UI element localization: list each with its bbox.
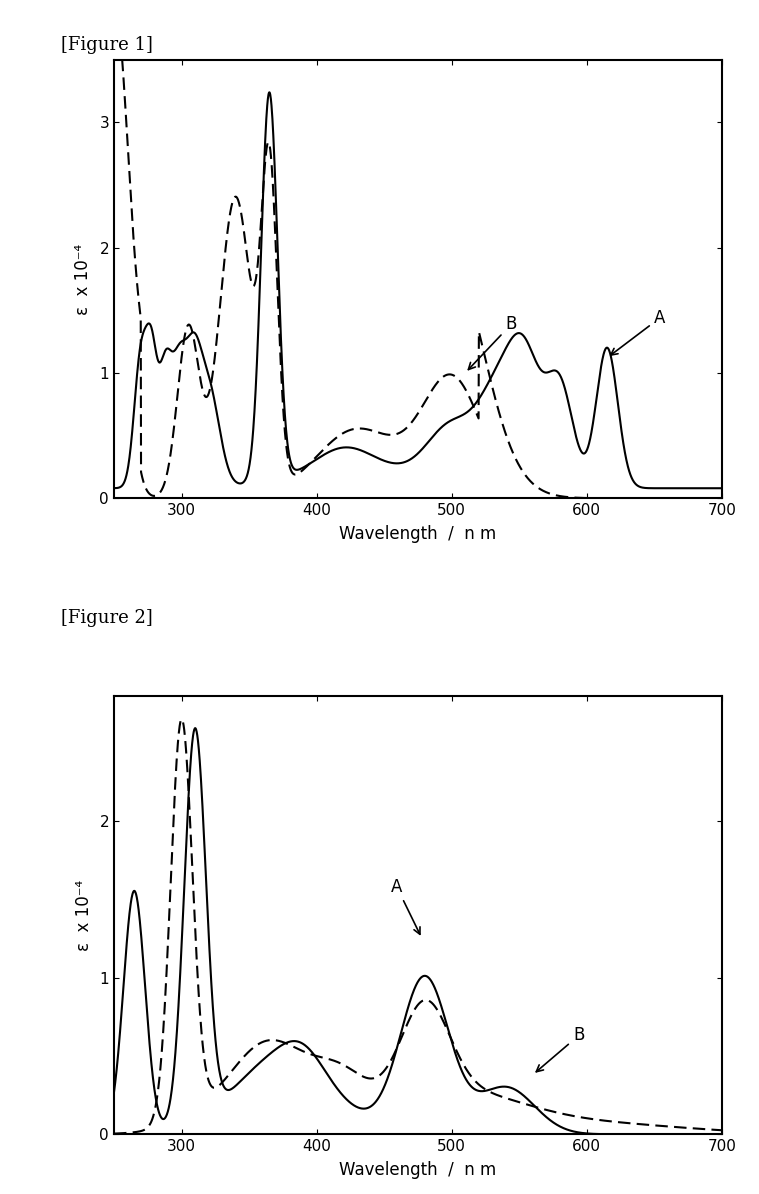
- X-axis label: Wavelength  /  n m: Wavelength / n m: [339, 525, 496, 543]
- Text: B: B: [468, 315, 517, 370]
- Text: B: B: [536, 1027, 584, 1072]
- Text: [Figure 1]: [Figure 1]: [61, 36, 153, 54]
- X-axis label: Wavelength  /  n m: Wavelength / n m: [339, 1161, 496, 1180]
- Text: [Figure 2]: [Figure 2]: [61, 609, 153, 627]
- Text: A: A: [610, 309, 665, 355]
- Text: A: A: [390, 878, 420, 935]
- Y-axis label: ε  x 10⁻⁴: ε x 10⁻⁴: [74, 880, 93, 950]
- Y-axis label: ε  x 10⁻⁴: ε x 10⁻⁴: [74, 244, 93, 314]
